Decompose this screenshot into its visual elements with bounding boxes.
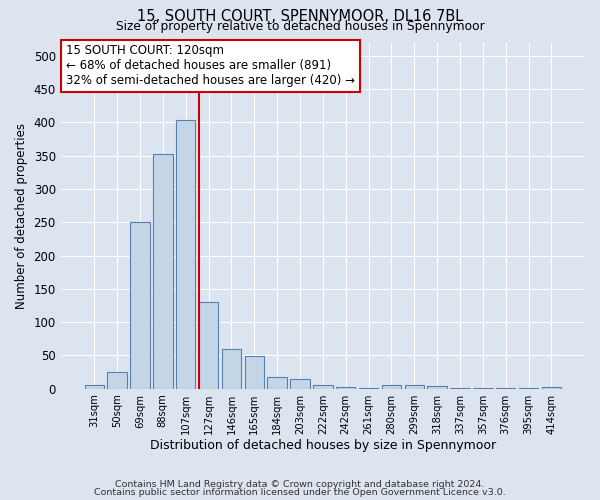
Bar xyxy=(221,349,241,389)
Bar xyxy=(542,386,561,388)
Bar xyxy=(290,378,310,388)
Bar xyxy=(427,386,447,388)
Bar xyxy=(313,386,332,388)
Text: 15, SOUTH COURT, SPENNYMOOR, DL16 7BL: 15, SOUTH COURT, SPENNYMOOR, DL16 7BL xyxy=(137,9,463,24)
Bar xyxy=(153,154,173,388)
Bar xyxy=(268,376,287,388)
Bar xyxy=(382,384,401,388)
Y-axis label: Number of detached properties: Number of detached properties xyxy=(15,122,28,308)
Text: Contains public sector information licensed under the Open Government Licence v3: Contains public sector information licen… xyxy=(94,488,506,497)
Text: Contains HM Land Registry data © Crown copyright and database right 2024.: Contains HM Land Registry data © Crown c… xyxy=(115,480,485,489)
Bar xyxy=(245,356,264,388)
X-axis label: Distribution of detached houses by size in Spennymoor: Distribution of detached houses by size … xyxy=(150,440,496,452)
Bar xyxy=(199,302,218,388)
Bar xyxy=(176,120,196,388)
Bar xyxy=(130,222,149,388)
Bar xyxy=(85,386,104,388)
Bar xyxy=(107,372,127,388)
Text: 15 SOUTH COURT: 120sqm
← 68% of detached houses are smaller (891)
32% of semi-de: 15 SOUTH COURT: 120sqm ← 68% of detached… xyxy=(66,44,355,87)
Text: Size of property relative to detached houses in Spennymoor: Size of property relative to detached ho… xyxy=(116,20,484,33)
Bar xyxy=(404,386,424,388)
